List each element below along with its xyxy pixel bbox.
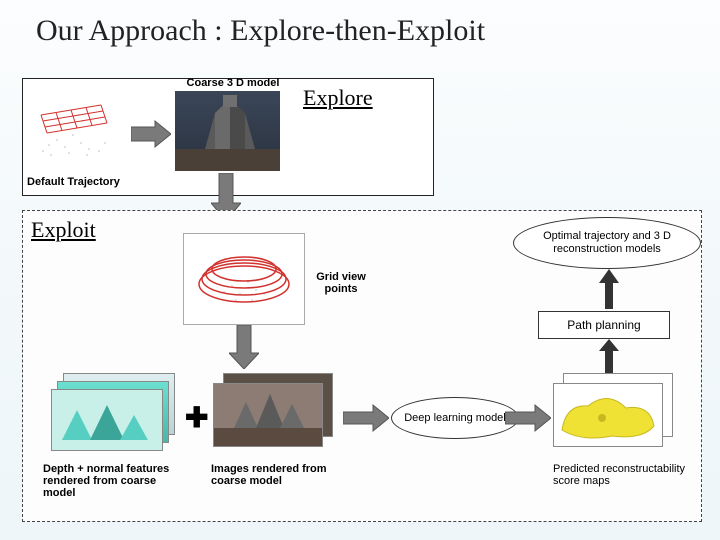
depth-normal-thumbs: [51, 373, 179, 453]
render-image-icon: [214, 384, 322, 446]
explore-label: Explore: [303, 85, 373, 111]
coarse-model-thumb: [175, 91, 280, 171]
exploit-panel: Exploit Grid viewpoints Optimal traj: [22, 210, 702, 522]
grid-view-points-thumb: [183, 233, 305, 325]
predicted-score-label: Predicted reconstructability score maps: [553, 463, 693, 487]
exploit-label: Exploit: [31, 217, 96, 243]
plus-icon: ✚: [185, 401, 208, 434]
arrow-down-icon: [229, 325, 259, 369]
path-planning-box: Path planning: [538, 311, 670, 339]
normal-map-icon: [52, 390, 162, 450]
point-cloud-with-grid-icon: [29, 85, 129, 165]
arrow-right-icon: [343, 403, 389, 433]
default-trajectory-thumb: [29, 85, 129, 165]
building-render-icon: [175, 91, 280, 171]
arrow-right-icon: [131, 119, 171, 149]
depth-normal-label: Depth + normal features rendered from co…: [43, 463, 183, 499]
optimal-trajectory-text: Optimal trajectory and 3 D reconstructio…: [522, 230, 692, 255]
slide-title: Our Approach : Explore-then-Exploit: [36, 14, 485, 48]
deep-learning-ellipse: Deep learning model: [391, 397, 519, 439]
coarse-model-label: Coarse 3 D model: [183, 77, 283, 89]
orbit-circles-icon: [184, 234, 304, 324]
grid-view-points-label: Grid viewpoints: [311, 271, 371, 295]
deep-learning-text: Deep learning model: [404, 412, 506, 425]
score-blob-icon: [554, 384, 662, 446]
arrow-right-icon: [505, 403, 551, 433]
explore-panel: Coarse 3 D model Explore Default Traject…: [22, 78, 434, 196]
path-planning-label: Path planning: [567, 318, 640, 332]
optimal-trajectory-ellipse: Optimal trajectory and 3 D reconstructio…: [513, 217, 701, 269]
images-rendered-thumbs: [213, 373, 341, 453]
arrow-up-icon: [599, 269, 619, 309]
images-rendered-label: Images rendered from coarse model: [211, 463, 341, 487]
score-maps-thumbs: [553, 373, 681, 453]
default-trajectory-label: Default Trajectory: [27, 176, 120, 188]
arrow-up-icon: [599, 339, 619, 373]
